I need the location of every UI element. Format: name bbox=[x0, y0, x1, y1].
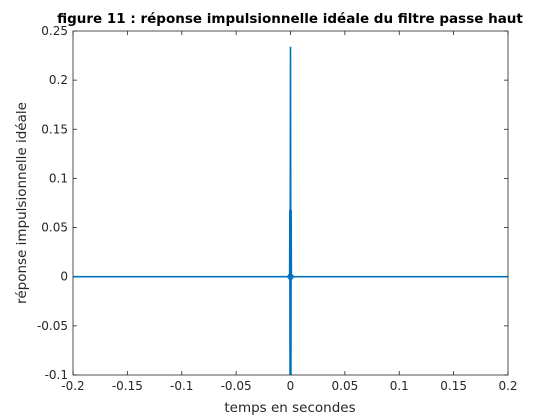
y-axis-ticks: -0.1 -0.05 0 0.05 0.1 0.15 0.2 0.25 bbox=[37, 24, 508, 382]
x-tick-label: -0.1 bbox=[170, 379, 193, 393]
x-tick-label: -0.05 bbox=[221, 379, 252, 393]
x-tick-label: 0.05 bbox=[332, 379, 359, 393]
y-axis-label: réponse impulsionnelle idéale bbox=[14, 102, 30, 304]
x-tick-label: -0.2 bbox=[61, 379, 84, 393]
x-tick-label: 0.15 bbox=[440, 379, 467, 393]
x-axis-ticks: -0.2 -0.15 -0.1 -0.05 0 0.05 0.1 0.15 0.2 bbox=[61, 31, 518, 393]
y-tick-label: -0.1 bbox=[45, 368, 68, 382]
y-tick-label: 0.2 bbox=[49, 73, 68, 87]
y-tick-label: 0.05 bbox=[41, 221, 68, 235]
x-tick-label: 0 bbox=[287, 379, 295, 393]
axes-box bbox=[72, 30, 509, 376]
y-tick-label: 0 bbox=[60, 270, 68, 284]
y-tick-label: 0.25 bbox=[41, 24, 68, 38]
x-tick-label: -0.15 bbox=[112, 379, 143, 393]
data-point-marker bbox=[287, 273, 294, 280]
x-tick-label: 0.2 bbox=[498, 379, 517, 393]
series-layer bbox=[73, 46, 508, 376]
x-tick-label: 0.1 bbox=[390, 379, 409, 393]
y-tick-label: 0.15 bbox=[41, 122, 68, 136]
y-tick-label: -0.05 bbox=[37, 319, 68, 333]
y-tick-label: 0.1 bbox=[49, 171, 68, 185]
impulse-response-line bbox=[73, 46, 508, 376]
x-axis-label: temps en secondes bbox=[224, 400, 355, 416]
chart-title: figure 11 : réponse impulsionnelle idéal… bbox=[57, 11, 523, 27]
